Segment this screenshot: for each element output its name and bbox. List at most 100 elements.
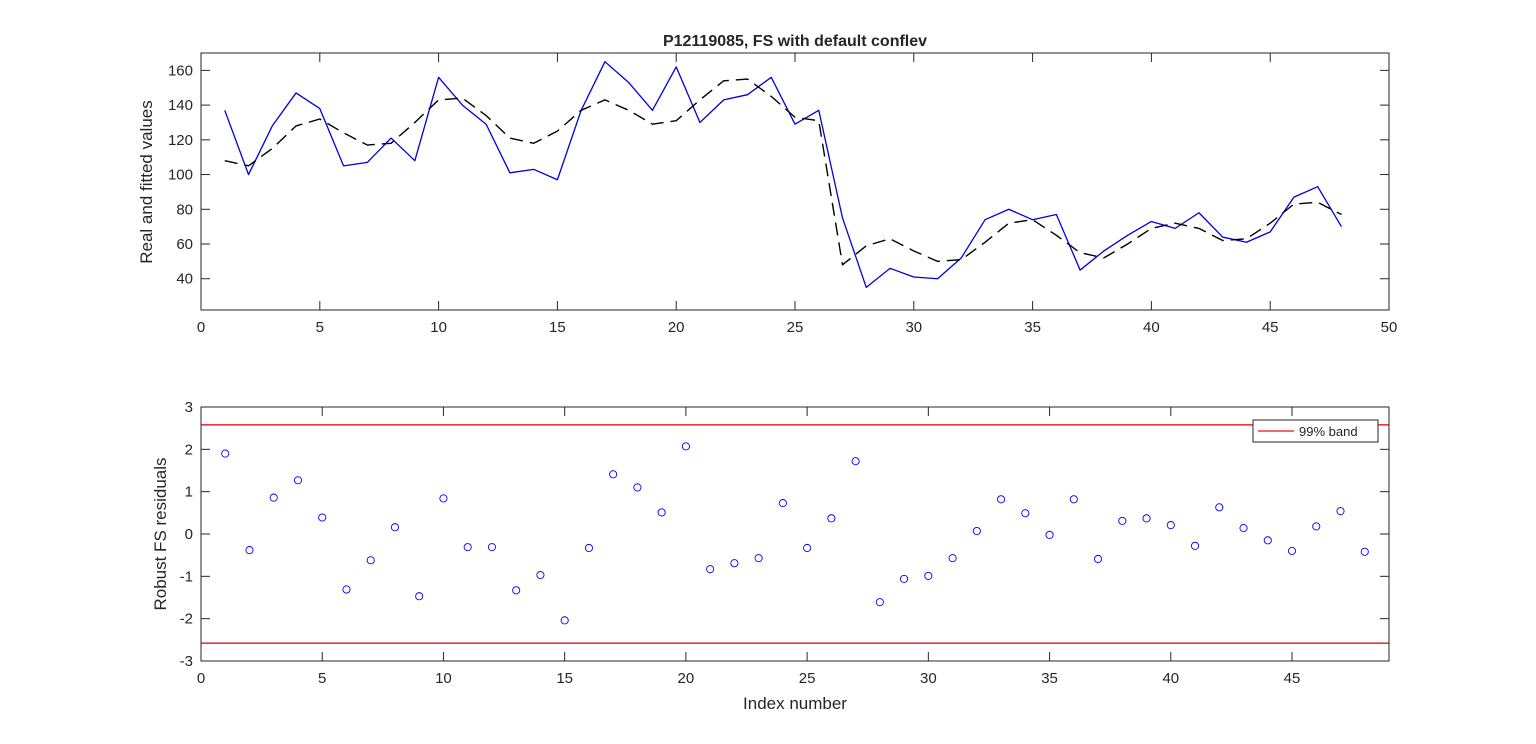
residual-point xyxy=(1287,546,1297,555)
residual-point xyxy=(1263,536,1272,545)
bottom-y-ticks: -3 -2 -1 0 1 2 3 xyxy=(180,399,1389,670)
residual-point xyxy=(463,543,472,552)
legend: 99% band xyxy=(1252,419,1379,443)
top-y-tick-label: 100 xyxy=(168,167,193,184)
residual-point xyxy=(1166,521,1175,530)
top-x-tick-label: 35 xyxy=(1024,319,1041,336)
bottom-x-tick-label: 5 xyxy=(318,670,326,687)
bottom-y-tick-label: 1 xyxy=(185,484,193,501)
fitted-values-line xyxy=(224,78,1342,266)
bottom-x-tick-label: 15 xyxy=(556,670,573,687)
real-values-line xyxy=(224,61,1343,289)
residual-point xyxy=(293,476,303,485)
bottom-x-ticks: 0 5 10 15 20 25 30 35 40 45 xyxy=(197,407,1301,687)
top-x-tick-label: 20 xyxy=(668,319,685,336)
top-y-tick-label: 80 xyxy=(176,201,193,218)
residual-point xyxy=(269,493,278,502)
residual-point xyxy=(1045,530,1054,539)
residual-point xyxy=(681,442,690,451)
bottom-x-tick-label: 45 xyxy=(1284,670,1301,687)
residual-points xyxy=(221,442,1369,625)
bottom-y-tick-label: -2 xyxy=(180,611,193,628)
bottom-x-tick-label: 10 xyxy=(435,670,452,687)
residual-point xyxy=(342,585,351,594)
residual-point xyxy=(1021,509,1030,518)
residual-point xyxy=(1142,514,1151,523)
residual-point xyxy=(778,499,787,508)
residual-point xyxy=(633,483,642,492)
bottom-x-tick-label: 40 xyxy=(1162,670,1179,687)
top-y-tick-label: 160 xyxy=(168,62,193,79)
top-x-tick-label: 40 xyxy=(1143,319,1160,336)
residual-point xyxy=(1312,522,1321,531)
residual-point xyxy=(730,559,739,568)
residual-point xyxy=(924,571,933,580)
residual-point xyxy=(221,449,230,458)
bottom-y-tick-label: 0 xyxy=(185,526,193,543)
top-x-tick-label: 30 xyxy=(905,319,922,336)
residual-point xyxy=(1215,503,1224,512)
bottom-y-tick-label: -1 xyxy=(180,568,193,585)
residual-point xyxy=(245,546,254,555)
top-chart-title: P12119085, FS with default conflev xyxy=(663,33,927,50)
residual-point xyxy=(366,556,375,565)
residual-point xyxy=(1336,507,1345,516)
residual-point xyxy=(948,554,957,563)
bottom-x-tick-label: 30 xyxy=(920,670,937,687)
top-panel: 0 5 10 15 20 25 30 35 40 45 50 406080100120140160 … xyxy=(137,33,1397,336)
top-y-tick-label: 120 xyxy=(168,132,193,149)
residual-point xyxy=(875,598,884,607)
bottom-y-axis-label: Robust FS residuals xyxy=(151,457,170,610)
residual-point xyxy=(512,586,521,595)
top-x-ticks: 0 5 10 15 20 25 30 35 40 45 50 xyxy=(197,53,1398,336)
residual-point xyxy=(997,495,1006,504)
top-x-tick-label: 50 xyxy=(1381,319,1398,336)
top-y-tick-label: 60 xyxy=(176,236,193,253)
top-x-tick-label: 25 xyxy=(787,319,804,336)
top-y-axis-label: Real and fitted values xyxy=(137,100,156,264)
legend-box xyxy=(1252,419,1379,443)
residual-point xyxy=(390,523,400,532)
top-y-tick-label: 40 xyxy=(176,271,193,288)
bottom-x-tick-label: 20 xyxy=(678,670,695,687)
residual-point xyxy=(706,565,715,574)
residual-point xyxy=(1069,495,1078,504)
residual-point xyxy=(851,457,860,466)
bottom-plot-area xyxy=(201,407,1389,661)
residual-point xyxy=(900,574,909,583)
bottom-x-tick-label: 35 xyxy=(1041,670,1058,687)
band-lines xyxy=(201,423,1389,645)
residual-point xyxy=(1190,541,1200,550)
residual-point xyxy=(487,543,496,552)
residual-point xyxy=(803,543,812,553)
residual-point xyxy=(1118,516,1127,525)
bottom-y-tick-label: -3 xyxy=(180,653,193,670)
top-x-tick-label: 15 xyxy=(549,319,566,336)
residual-point xyxy=(536,571,545,580)
residual-point xyxy=(439,494,448,503)
residual-point xyxy=(1239,524,1248,533)
top-plot-area xyxy=(201,53,1389,310)
bottom-x-tick-label: 0 xyxy=(197,670,205,687)
legend-label-band: 99% band xyxy=(1299,424,1358,439)
bottom-x-tick-label: 25 xyxy=(799,670,816,687)
residual-point xyxy=(584,543,593,553)
residual-point xyxy=(318,513,327,522)
top-y-tick-label: 140 xyxy=(168,97,193,114)
residual-point xyxy=(827,514,836,523)
residual-point xyxy=(560,616,569,625)
top-series-group xyxy=(224,61,1343,289)
top-x-tick-label: 10 xyxy=(430,319,447,336)
residual-point xyxy=(754,554,763,563)
residual-point xyxy=(972,526,981,536)
top-x-tick-label: 45 xyxy=(1262,319,1279,336)
bottom-x-axis-label: Index number xyxy=(743,694,847,713)
residual-point xyxy=(415,592,424,601)
residual-point xyxy=(1360,547,1369,556)
top-x-tick-label: 5 xyxy=(316,319,324,336)
bottom-y-tick-label: 2 xyxy=(185,441,193,458)
residual-point xyxy=(657,508,666,517)
residual-point xyxy=(1094,554,1103,564)
residual-point xyxy=(609,470,618,479)
